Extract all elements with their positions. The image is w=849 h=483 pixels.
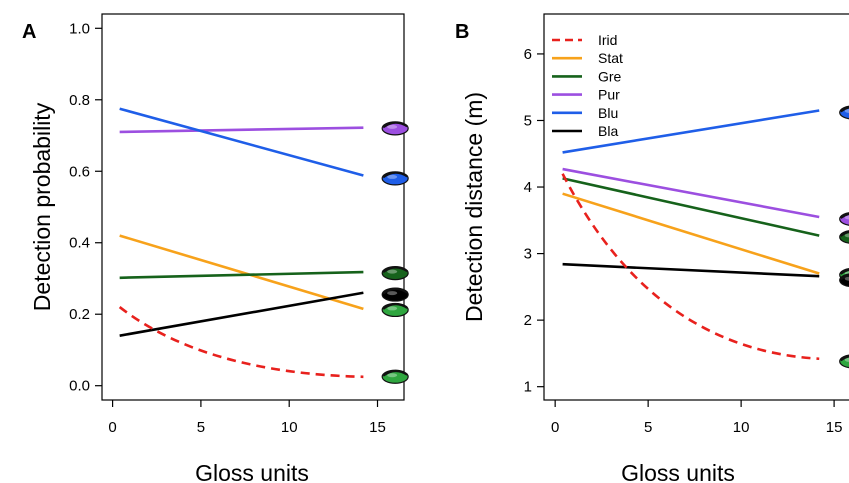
panel-a: A 0.0 0.2 0.4 0.6 0.8 1.0 0 5 10 15 Gloss units Dete… <box>22 13 409 483</box>
beetle-shell-edge <box>382 266 408 274</box>
x-tick-label: 5 <box>197 419 205 436</box>
series-line-gre <box>562 177 820 237</box>
y-tick-label: 0.2 <box>69 306 90 323</box>
x-axis-title: Gloss units <box>195 460 309 483</box>
beetle-highlight <box>844 215 849 220</box>
plot-frame <box>543 13 849 401</box>
beetle-shell-edge <box>840 106 849 113</box>
beetle-shell-edge <box>840 273 849 281</box>
panel-b: B 1 2 3 4 5 6 0 5 10 15 Gloss units Detection distan… <box>455 13 849 483</box>
beetle-marker-irid <box>839 354 849 369</box>
series-line-stat <box>562 192 820 275</box>
x-tick-label: 10 <box>281 419 298 436</box>
series-line-pur <box>562 167 820 219</box>
y-tick-label: 2 <box>524 312 532 329</box>
legend-label-blu: Blu <box>598 105 618 121</box>
x-tick-label: 0 <box>108 419 116 436</box>
legend-label-irid: Irid <box>598 32 617 48</box>
legend-label-pur: Pur <box>598 87 620 103</box>
beetle-highlight <box>844 276 849 281</box>
beetle-shell-edge <box>382 303 408 310</box>
series-line-pur <box>119 126 364 134</box>
beetle-marker-pur <box>381 121 409 136</box>
beetle-shell-edge <box>382 287 408 295</box>
beetle-highlight <box>387 269 398 274</box>
series-line-bla <box>119 291 364 337</box>
x-axis-title: Gloss units <box>621 460 735 483</box>
x-tick-label: 15 <box>826 419 843 436</box>
beetle-highlight <box>844 357 849 362</box>
series-line-irid <box>118 306 364 379</box>
y-tick-label: 0.4 <box>69 235 90 252</box>
plot-frame <box>101 13 405 401</box>
beetle-highlight <box>387 174 398 179</box>
beetle-shell-edge <box>840 212 849 219</box>
beetle-marker-blu <box>381 171 409 186</box>
y-tick-label: 0.8 <box>69 92 90 109</box>
beetle-highlight <box>844 233 849 238</box>
x-tick-label: 5 <box>644 419 652 436</box>
y-tick-label: 0.0 <box>69 378 90 395</box>
beetle-marker-stat <box>381 302 409 318</box>
beetle-highlight <box>387 373 398 378</box>
beetle-marker-bla <box>381 287 409 302</box>
beetle-highlight <box>387 291 398 296</box>
series-line-blu <box>562 109 820 154</box>
legend: Irid Stat Gre Pur Blu Bla <box>552 32 623 139</box>
beetle-shell-edge <box>382 121 408 129</box>
legend-label-gre: Gre <box>598 68 622 84</box>
y-tick-label: 5 <box>524 112 532 129</box>
legend-label-bla: Bla <box>598 123 618 139</box>
y-axis-title: Detection probability <box>29 102 55 311</box>
x-tick-label: 15 <box>369 419 386 436</box>
beetle-shell-edge <box>840 230 849 237</box>
x-tick-label: 10 <box>733 419 750 436</box>
beetle-shell-edge <box>382 369 408 377</box>
beetle-shell-edge <box>840 355 849 362</box>
beetle-shell-edge <box>382 171 408 179</box>
beetle-highlight <box>844 109 849 113</box>
series-line-irid <box>561 173 820 361</box>
beetle-shell-edge <box>840 268 849 275</box>
panel-letter: B <box>455 21 469 43</box>
series-line-bla <box>562 262 820 278</box>
series-line-stat <box>119 234 364 311</box>
beetle-marker-irid <box>381 369 409 384</box>
y-tick-label: 4 <box>524 179 532 196</box>
y-axis-title: Detection distance (m) <box>461 92 487 322</box>
y-tick-label: 6 <box>524 46 532 63</box>
y-tick-label: 3 <box>524 246 532 263</box>
beetle-highlight <box>387 124 398 129</box>
beetle-marker-bla <box>839 273 849 288</box>
beetle-marker-pur <box>839 212 849 226</box>
series-line-blu <box>119 107 364 177</box>
beetle-highlight <box>387 306 398 311</box>
beetle-marker-blu <box>839 105 849 120</box>
y-tick-label: 1.0 <box>69 20 90 37</box>
x-tick-label: 0 <box>551 419 559 436</box>
legend-label-stat: Stat <box>598 50 623 66</box>
beetle-marker-gre <box>839 230 849 244</box>
series-line-gre <box>119 270 364 280</box>
y-tick-label: 1 <box>524 379 532 396</box>
panel-letter: A <box>22 21 36 43</box>
beetle-marker-gre <box>381 266 409 281</box>
y-tick-label: 0.6 <box>69 163 90 180</box>
